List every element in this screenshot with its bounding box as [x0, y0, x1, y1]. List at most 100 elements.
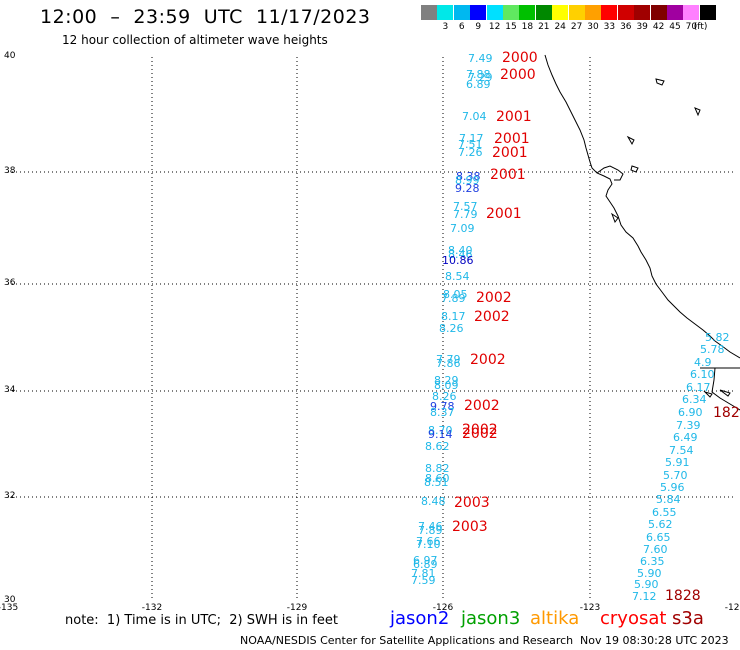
swh-value-west: 9.28	[455, 182, 480, 195]
latitude-label: 30	[4, 595, 16, 605]
color-swatch	[650, 5, 667, 20]
color-swatch	[617, 5, 634, 20]
color-swatch	[552, 5, 569, 20]
swh-value-west: 8.05	[443, 288, 468, 301]
latitude-label: 40	[4, 51, 16, 61]
swh-value-east: 5.91	[665, 456, 690, 469]
color-swatch	[683, 5, 700, 20]
swh-value-west: 7.04	[462, 110, 487, 123]
pass-time-label: 1828	[665, 588, 701, 604]
swh-value-west: 8.26	[439, 322, 464, 335]
swh-value-west: 7.89	[418, 524, 443, 537]
swh-value-east: 6.10	[690, 368, 715, 381]
swh-value-west: 8.29	[434, 374, 459, 387]
color-scale-label: 33	[603, 22, 616, 32]
swh-value-west: 8.62	[425, 440, 450, 453]
color-swatch	[519, 5, 536, 20]
swh-value-east: 5.82	[705, 331, 730, 344]
pass-time-label: 2002	[464, 398, 500, 414]
altimeter-observations: 7.497.887.296.897.047.177.517.268.388.99…	[411, 50, 740, 604]
pass-time-label: 2001	[496, 109, 532, 125]
swh-value-west: 7.29	[468, 71, 493, 84]
coastline	[544, 54, 740, 411]
swh-value-west: 8.48	[421, 495, 446, 508]
swh-value-west: 9.14	[428, 428, 453, 441]
swh-value-east: 6.90	[678, 406, 703, 419]
color-scale-label: 39	[636, 22, 648, 32]
swh-value-east: 5.62	[648, 518, 673, 531]
island-3	[694, 107, 701, 117]
longitude-label: -123	[579, 603, 601, 613]
color-scale-label: 70	[685, 22, 698, 32]
swh-value-west: 7.79	[436, 353, 461, 366]
satellite-legend-item: jason2	[390, 608, 450, 629]
swh-value-west: 7.10	[416, 538, 441, 551]
swh-value-east: 7.60	[643, 543, 668, 556]
color-scale-label: 45	[669, 22, 681, 32]
channel-island-1	[703, 390, 713, 398]
channel-island-2	[719, 389, 731, 397]
color-scale-label: 24	[554, 22, 566, 32]
pass-time-label: 2001	[490, 167, 526, 183]
credit-line: NOAA/NESDIS Center for Satellite Applica…	[240, 634, 574, 647]
pass-time-label: 2002	[474, 309, 510, 325]
swh-value-east: 5.96	[660, 481, 685, 494]
map-title: 12:00 – 23:59 UTC 11/17/2023	[40, 6, 371, 28]
swh-value-west: 7.86	[436, 357, 461, 370]
pass-time-label: 2002	[476, 290, 512, 306]
latitude-label: 32	[4, 491, 16, 501]
swh-value-east: 7.39	[676, 419, 701, 432]
swh-value-east: 7.12	[632, 590, 657, 603]
color-swatch	[667, 5, 683, 20]
swh-value-east: 6.34	[682, 393, 707, 406]
color-swatch	[568, 5, 585, 20]
longitude-label: -126	[432, 603, 454, 613]
island-4	[610, 212, 619, 224]
swh-value-east: 5.78	[700, 343, 725, 356]
swh-value-west: 7.57	[453, 200, 478, 213]
swh-value-east: 5.84	[656, 493, 681, 506]
swh-value-west: 6.89	[413, 558, 438, 571]
color-swatch	[585, 5, 601, 20]
swh-value-west: 7.26	[458, 146, 483, 159]
swh-value-west: 7.79	[453, 208, 478, 221]
swh-value-east: 5.90	[637, 567, 662, 580]
swh-value-east: 6.35	[640, 555, 665, 568]
swh-value-west: 8.37	[430, 406, 455, 419]
swh-value-west: 7.49	[468, 52, 493, 65]
swh-value-east: 5.90	[634, 578, 659, 591]
swh-value-west: 8.82	[425, 462, 450, 475]
swh-value-west: 6.89	[466, 78, 491, 91]
swh-value-west: 9.78	[430, 400, 455, 413]
satellite-legend-item: s3a	[672, 608, 704, 629]
color-scale-unit: (ft)	[693, 22, 708, 32]
swh-value-west: 8.70	[428, 424, 453, 437]
color-swatch	[503, 5, 519, 20]
pass-time-label: 2000	[500, 67, 536, 83]
pass-time-label: 182	[713, 405, 740, 421]
swh-value-west: 6.97	[413, 554, 438, 567]
satellite-legend-item: altika	[530, 608, 580, 629]
longitude-label: -132	[141, 603, 163, 613]
latitude-label: 38	[4, 166, 16, 176]
island-1	[630, 165, 639, 173]
island-5	[626, 135, 635, 146]
sf-bay	[596, 165, 624, 181]
longitude-label: -120	[724, 603, 740, 613]
longitude-label: -129	[286, 603, 308, 613]
california-coastline	[544, 54, 740, 359]
color-scale-label: 30	[587, 22, 599, 32]
swh-value-east: 7.54	[669, 444, 694, 457]
swh-value-west: 7.66	[416, 535, 441, 548]
swh-value-west: 7.89	[441, 292, 466, 305]
swh-value-west: 7.51	[458, 138, 483, 151]
pass-time-label: 2002	[470, 352, 506, 368]
color-scale-label: 21	[538, 22, 550, 32]
island-2	[655, 78, 665, 86]
color-scale-label: 9	[475, 22, 482, 32]
swh-value-west: 8.40	[448, 244, 473, 257]
swh-value-east: 6.49	[673, 431, 698, 444]
swh-value-west: 8.26	[432, 390, 457, 403]
latitude-label: 36	[4, 278, 16, 288]
